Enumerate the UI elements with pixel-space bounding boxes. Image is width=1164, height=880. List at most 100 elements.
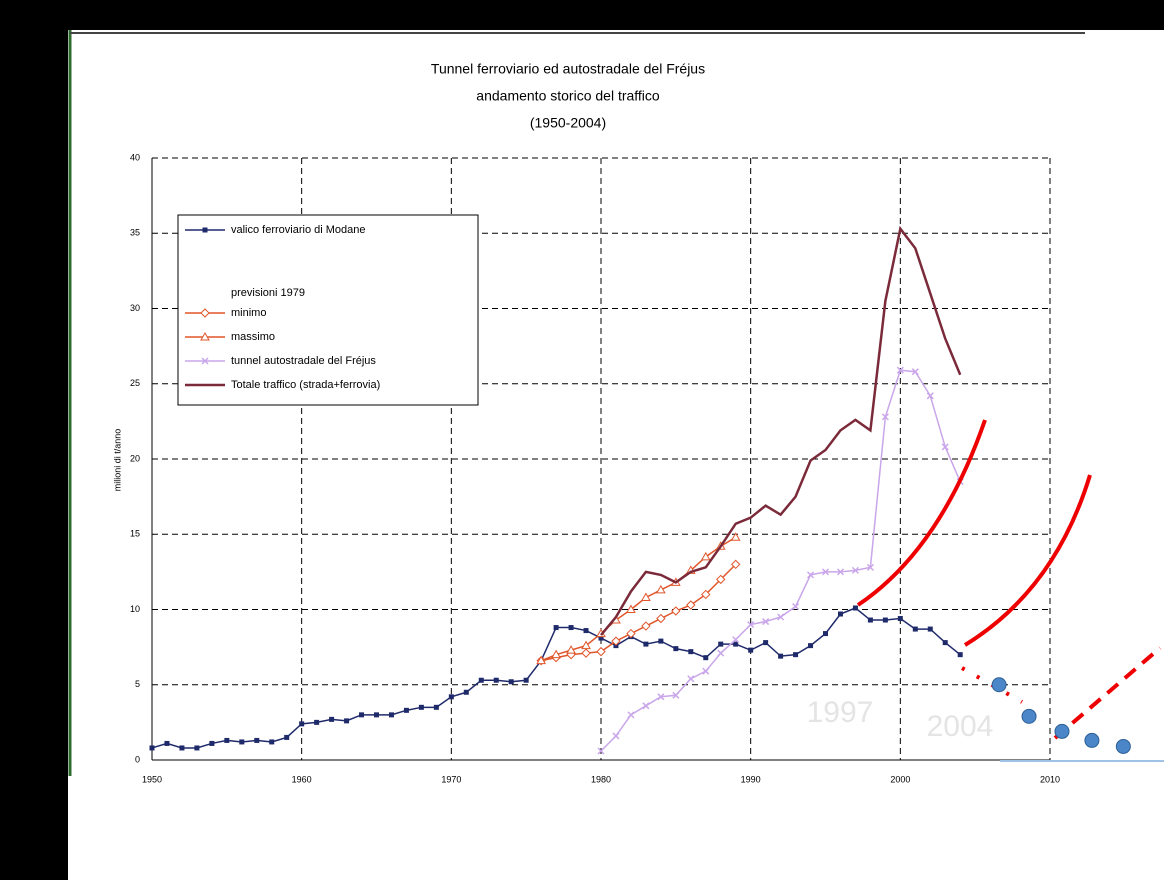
marker <box>716 574 726 585</box>
marker <box>748 647 754 653</box>
marker <box>808 643 814 649</box>
marker <box>671 606 681 616</box>
marker <box>837 611 843 617</box>
marker <box>658 638 664 644</box>
marker <box>239 739 245 745</box>
marker <box>598 635 604 641</box>
marker <box>583 628 589 634</box>
marker <box>344 718 350 724</box>
marker <box>254 737 260 743</box>
marker <box>224 737 230 743</box>
marker <box>703 655 709 661</box>
marker <box>867 617 873 623</box>
annotation: 2004 <box>927 710 994 743</box>
marker <box>299 721 305 727</box>
marker <box>478 677 484 683</box>
marker <box>626 628 636 639</box>
marker <box>627 711 635 719</box>
marker <box>687 675 695 683</box>
marker <box>433 704 439 710</box>
marker <box>777 613 785 621</box>
marker <box>641 621 651 631</box>
x-tick-label: 1980 <box>591 774 611 784</box>
marker <box>551 649 561 659</box>
marker <box>463 689 469 695</box>
marker <box>793 652 799 658</box>
marker <box>209 740 215 746</box>
marker <box>881 413 889 421</box>
y-axis-label: milioni di t/anno <box>112 429 122 492</box>
y-tick-label: 0 <box>135 754 140 764</box>
x-tick-label: 2010 <box>1040 774 1060 784</box>
x-tick-label: 1950 <box>142 774 162 784</box>
marker <box>941 443 949 451</box>
marker <box>701 589 711 600</box>
marker <box>763 640 769 646</box>
projection-point <box>991 677 1007 693</box>
marker <box>269 739 275 745</box>
marker <box>732 636 740 644</box>
y-tick-label: 40 <box>130 152 140 162</box>
marker <box>911 368 919 376</box>
legend-box <box>177 214 479 406</box>
marker <box>581 640 591 650</box>
marker <box>747 621 755 629</box>
marker <box>194 745 200 751</box>
marker <box>792 602 800 611</box>
marker <box>149 745 155 751</box>
y-tick-label: 10 <box>130 604 140 614</box>
marker <box>568 625 574 631</box>
legend-label: Totale traffico (strada+ferrovia) <box>231 379 380 391</box>
marker <box>403 707 409 713</box>
marker <box>374 712 379 718</box>
y-tick-label: 35 <box>130 228 140 238</box>
marker <box>314 719 320 725</box>
series-line <box>600 225 962 636</box>
marker <box>553 625 559 631</box>
y-tick-label: 5 <box>135 679 140 689</box>
legend-heading: previsioni 1979 <box>231 287 305 299</box>
marker <box>596 646 606 657</box>
trend-arrow <box>1053 646 1162 740</box>
series-line <box>540 563 737 662</box>
marker <box>329 716 335 722</box>
projection-point <box>1054 723 1070 739</box>
marker <box>836 568 844 576</box>
marker <box>778 653 784 659</box>
marker <box>536 655 546 665</box>
projection-point <box>1115 738 1131 754</box>
marker <box>179 745 185 751</box>
marker <box>611 636 621 646</box>
marker <box>418 704 424 710</box>
marker <box>626 604 636 613</box>
marker <box>942 640 948 646</box>
projection <box>991 677 1131 754</box>
marker <box>762 618 770 626</box>
legend-marker <box>201 357 209 365</box>
marker <box>852 605 858 611</box>
legend-label: massimo <box>231 331 275 343</box>
legend-label: minimo <box>231 307 266 319</box>
marker <box>581 648 591 658</box>
projection-point <box>1021 708 1037 724</box>
marker <box>566 645 576 654</box>
marker <box>688 649 694 655</box>
marker <box>493 677 499 683</box>
marker <box>823 631 828 637</box>
marker <box>730 559 741 570</box>
y-tick-label: 25 <box>130 378 140 388</box>
marker <box>643 641 649 647</box>
legend-label: tunnel autostradale del Fréjus <box>231 355 376 367</box>
series <box>149 225 964 755</box>
title: (1950-2004) <box>530 115 606 131</box>
marker <box>927 626 933 632</box>
legend: valico ferroviario di Modane minimo massim… <box>185 224 380 391</box>
marker <box>882 617 888 623</box>
marker <box>821 568 830 576</box>
marker <box>686 600 696 610</box>
marker <box>957 652 963 658</box>
legend-label: valico ferroviario di Modane <box>231 224 366 236</box>
marker <box>912 626 918 632</box>
